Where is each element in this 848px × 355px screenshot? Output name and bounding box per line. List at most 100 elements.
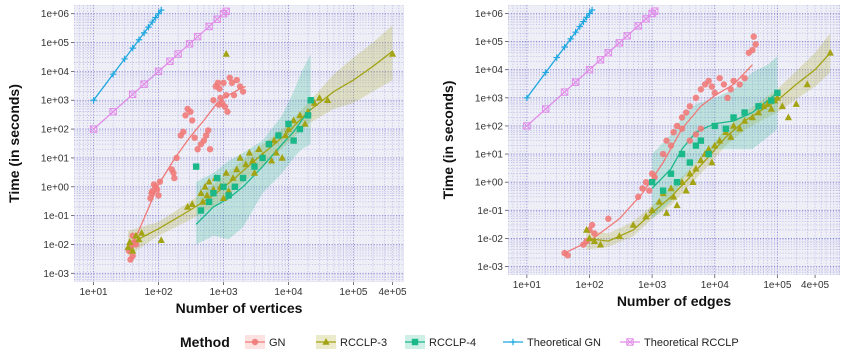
trend-line-gn [128,85,246,254]
legend-marker [411,338,419,346]
data-point [542,105,550,113]
data-point [129,44,136,52]
x-tick-label: 1e+04 [274,287,303,298]
data-point [230,91,238,99]
data-point [213,15,221,23]
data-point [764,100,772,107]
data-point [226,74,233,81]
y-axis-label: Time (in seconds) [440,81,456,200]
chart-vertices: 1e+01 1e+02 1e+03 1e+04 1e+05 4e+05 1e-03 1e-02… [6,5,407,316]
data-point [272,148,280,156]
data-point [750,33,757,40]
data-point [174,50,182,58]
data-point [774,89,781,97]
data-point [270,136,278,144]
data-point [586,10,593,17]
data-point [736,124,744,132]
data-point [741,109,748,116]
data-point [155,192,162,199]
y-axis-label: Time (in seconds) [6,84,22,203]
data-point [651,174,658,181]
data-point [204,127,212,134]
data-point [285,120,292,128]
data-point [560,88,569,96]
data-point [705,145,713,152]
data-point [689,178,697,185]
y-tick-label: 1e+04 [41,67,70,78]
data-point [803,80,811,88]
y-tick-label: 1e+00 [41,182,70,193]
legend-label: RCCLP-4 [429,337,476,349]
data-point [591,230,598,237]
data-point [191,134,198,141]
x-axis-label: Number of vertices [176,300,303,316]
data-point [567,35,574,43]
data-point [708,158,716,166]
data-point [523,122,531,130]
data-point [228,79,236,87]
data-point [748,113,757,121]
data-point [121,55,128,63]
data-point [224,108,231,115]
data-point [523,94,531,102]
data-point [301,119,309,127]
data-point [583,225,591,233]
legend-label: Theoretical RCCLP [644,337,739,349]
data-point [580,18,587,25]
data-point [197,207,205,214]
data-point [711,122,718,130]
data-point [667,142,675,149]
data-point [730,77,737,85]
x-tick-label: 1e+02 [575,280,604,291]
legend-label: GN [269,337,286,349]
x-tick-label: 1e+01 [513,280,542,291]
data-point [197,189,205,196]
data-point [634,22,642,30]
data-point [222,91,230,99]
y-tick-label: 1e+00 [475,178,504,189]
data-point [646,187,653,194]
y-tick-label: 1e+02 [41,125,70,136]
y-tick-label: 1e-01 [477,206,503,217]
data-point [217,94,224,102]
data-point [663,137,670,144]
data-point [129,252,136,260]
data-point [255,145,263,153]
data-point [749,46,756,54]
data-point [214,174,221,182]
data-point [792,100,800,107]
data-point [239,88,247,95]
data-point [615,232,623,239]
data-point [187,108,194,115]
data-point [259,154,266,162]
band-rcclp-4 [652,56,778,219]
data-point [153,186,161,193]
data-point [205,198,213,206]
data-point [692,164,700,172]
y-tick-label: 1e+02 [475,121,504,132]
data-point [307,97,314,104]
data-point [265,140,273,148]
x-tick-label: 4e+05 [379,287,408,298]
data-point [686,137,694,144]
data-point [290,137,297,144]
data-point [203,191,211,199]
data-point [210,97,217,104]
legend-key-rcclp-4 [405,335,425,349]
data-point [670,128,677,136]
data-point [686,103,694,110]
x-tick-label: 4e+05 [801,280,830,291]
data-point [157,236,165,244]
legend: Method GN RCCLP-3 RCCLP-4 Theoretical GN The… [180,334,739,350]
data-point [310,99,318,106]
data-point [89,125,98,133]
series-theoretical-gn [523,6,596,102]
data-point [773,93,781,101]
data-point [754,108,763,116]
y-tick-label: 1e+01 [41,153,70,164]
x-tick-label: 1e+02 [144,287,173,298]
data-point [655,197,663,205]
data-point [90,97,97,104]
data-point [149,18,156,26]
data-point [225,192,232,199]
